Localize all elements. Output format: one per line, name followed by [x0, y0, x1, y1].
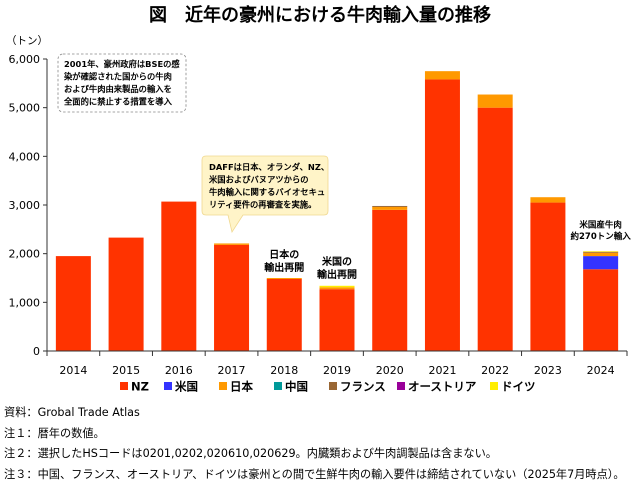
note-2: 注２：選択したHSコードは0201,0202,020610,020629。内臓類…	[4, 444, 625, 465]
legend-swatch	[219, 382, 227, 390]
chart-title: 図 近年の豪州における牛肉輸入量の推移	[149, 4, 491, 26]
bar-segment	[214, 243, 249, 244]
x-tick-label: 2020	[376, 364, 404, 377]
note-1: 注１：暦年の数値。	[4, 424, 625, 445]
annotation-text: 2001年、豪州政府はBSEの感	[64, 59, 180, 69]
bar-segment	[320, 289, 355, 351]
legend-label: 日本	[230, 380, 253, 394]
y-tick-label: 1,000	[9, 296, 41, 309]
annotation-text: 米国産牛肉	[579, 220, 622, 231]
bar-segment	[320, 286, 355, 287]
annotation-text: DAFFは日本、オランダ、NZ、	[209, 162, 329, 172]
annotation-text: 約270トン輸入	[571, 231, 632, 242]
legend-swatch	[490, 382, 498, 390]
chart-notes: 資料：Grobal Trade Atlas 注１：暦年の数値。 注２：選択したH…	[4, 403, 625, 485]
y-tick-label: 2,000	[9, 248, 41, 261]
bar-segment	[478, 95, 513, 108]
x-tick-label: 2024	[587, 364, 615, 377]
legend-swatch	[329, 382, 337, 390]
legend-label: 中国	[285, 380, 308, 394]
annotation-text: 米国の	[322, 255, 352, 268]
bar-segment	[583, 252, 618, 253]
x-tick-label: 2014	[59, 364, 87, 377]
bar-segment	[478, 108, 513, 351]
bar-segment	[583, 253, 618, 256]
bar-segment	[530, 203, 565, 351]
bar-segment	[530, 197, 565, 202]
bar-segment	[372, 206, 407, 207]
annotation-text: および牛肉由来製品の輸入を	[64, 84, 172, 94]
bar-segment	[372, 207, 407, 210]
x-tick-label: 2021	[428, 364, 456, 377]
legend-label: フランス	[340, 380, 386, 394]
legend-label: 米国	[174, 380, 198, 394]
bar-segment	[56, 256, 91, 351]
bar-segment	[214, 245, 249, 351]
bar-segment	[583, 269, 618, 351]
y-tick-label: 6,000	[9, 53, 41, 66]
bar-segment	[267, 278, 302, 279]
bar-segment	[161, 202, 196, 351]
x-tick-label: 2023	[534, 364, 562, 377]
legend-swatch	[164, 382, 172, 390]
bar-segment	[320, 287, 355, 289]
x-tick-label: 2019	[323, 364, 351, 377]
chart: 図 近年の豪州における牛肉輸入量の推移 （トン） 0 1,000 2,000 3,000 4…	[0, 0, 640, 400]
y-tick-label: 5,000	[9, 102, 41, 115]
x-tick-label: 2017	[218, 364, 246, 377]
legend-label: NZ	[131, 380, 149, 394]
bar-segment	[267, 279, 302, 351]
x-tick-label: 2015	[112, 364, 140, 377]
annotation-text: リティ要件の再審査を実施。	[209, 200, 316, 210]
annotation-text: 日本の	[269, 248, 299, 261]
legend-swatch	[274, 382, 282, 390]
annotation-text: 染が確認された国からの牛肉	[63, 72, 172, 82]
legend-swatch	[397, 382, 405, 390]
legend-swatch	[120, 382, 128, 390]
y-tick-label: 3,000	[9, 199, 41, 212]
bar-segment	[583, 256, 618, 269]
source-note: 資料：Grobal Trade Atlas	[4, 403, 625, 424]
x-tick-label: 2018	[270, 364, 298, 377]
annotation-text: 輸出再開	[264, 261, 304, 274]
x-tick-label: 2022	[481, 364, 509, 377]
y-tick-label: 4,000	[9, 150, 41, 163]
legend-label: オーストリア	[408, 380, 477, 394]
annotation-text: 米国およびバヌアツからの	[208, 175, 309, 185]
bar-segment	[372, 210, 407, 351]
y-tick-label: 0	[33, 345, 40, 358]
legend-label: ドイツ	[501, 380, 536, 394]
x-tick-label: 2016	[165, 364, 193, 377]
bar-segment	[425, 79, 460, 351]
annotation-text: 牛肉輸入に関するバイオセキュ	[209, 187, 325, 197]
bar-segment	[109, 238, 144, 351]
y-axis-unit-label: （トン）	[6, 35, 48, 47]
annotation-text: 輸出再開	[317, 268, 357, 281]
annotation-text: 全面的に禁止する措置を導入	[63, 97, 173, 107]
bar-segment	[425, 71, 460, 79]
bar-segment	[583, 251, 618, 252]
